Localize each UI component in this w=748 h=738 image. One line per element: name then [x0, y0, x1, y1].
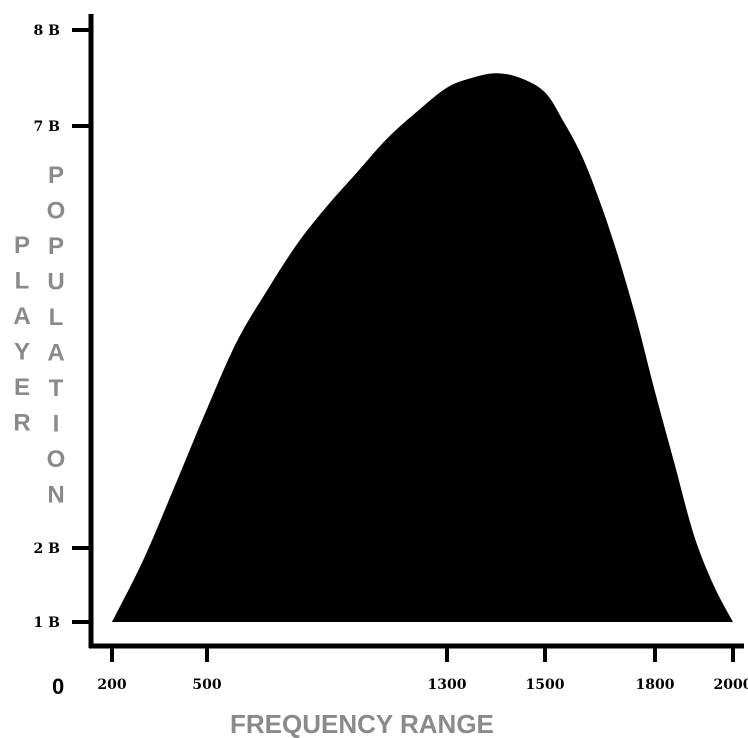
- y-axis-label-letter: R: [13, 410, 30, 437]
- y-tick-label: 2 B: [34, 541, 61, 557]
- y-axis-label-letter: T: [49, 375, 64, 402]
- x-tick-label: 500: [192, 677, 221, 693]
- x-tick: 2000: [714, 646, 748, 693]
- x-axis-ticks: 200 500 1300 1500 1800 2000: [97, 646, 748, 693]
- y-axis-label-letter: A: [47, 340, 64, 367]
- plot-area: [112, 73, 733, 622]
- y-tick-label: 8 B: [34, 23, 61, 39]
- origin-label: 0: [52, 674, 64, 699]
- y-axis-label-letter: P: [48, 162, 64, 189]
- y-tick: 1 B: [34, 615, 92, 631]
- y-axis-label-letter: N: [47, 482, 64, 509]
- y-axis-label-letter: P: [14, 232, 30, 259]
- y-axis-label-letter: O: [47, 446, 66, 473]
- y-axis-ticks: 1 B 2 B 7 B 8 B: [34, 23, 92, 631]
- x-axis-label: FREQUENCY RANGE: [230, 709, 494, 738]
- x-tick: 500: [192, 646, 222, 693]
- y-axis-label-letter: E: [14, 374, 30, 401]
- x-tick-label: 2000: [714, 677, 748, 693]
- y-axis-label-letter: O: [47, 198, 66, 225]
- y-axis-label-letter: Y: [14, 339, 30, 366]
- y-axis-label-letter: P: [48, 233, 64, 260]
- x-tick: 1300: [428, 646, 467, 693]
- y-axis-label-letter: U: [47, 269, 64, 296]
- y-axis-label-letter: I: [53, 411, 60, 438]
- y-axis-label-letter: L: [49, 304, 64, 331]
- x-tick-label: 1500: [526, 677, 565, 693]
- y-tick: 2 B: [34, 541, 92, 557]
- x-tick: 1500: [526, 646, 565, 693]
- x-tick-label: 200: [97, 677, 126, 693]
- y-tick: 7 B: [34, 119, 92, 135]
- x-tick-label: 1800: [636, 677, 675, 693]
- y-tick-label: 7 B: [34, 119, 61, 135]
- y-tick-label: 1 B: [34, 615, 61, 631]
- x-tick: 1800: [636, 646, 675, 693]
- y-tick: 8 B: [34, 23, 92, 39]
- area-series: [112, 73, 733, 622]
- y-axis-label-letter: A: [13, 303, 30, 330]
- x-tick-label: 1300: [428, 677, 467, 693]
- axes: [88, 14, 744, 649]
- x-tick: 200: [97, 646, 127, 693]
- y-axis-label-letter: L: [15, 268, 30, 295]
